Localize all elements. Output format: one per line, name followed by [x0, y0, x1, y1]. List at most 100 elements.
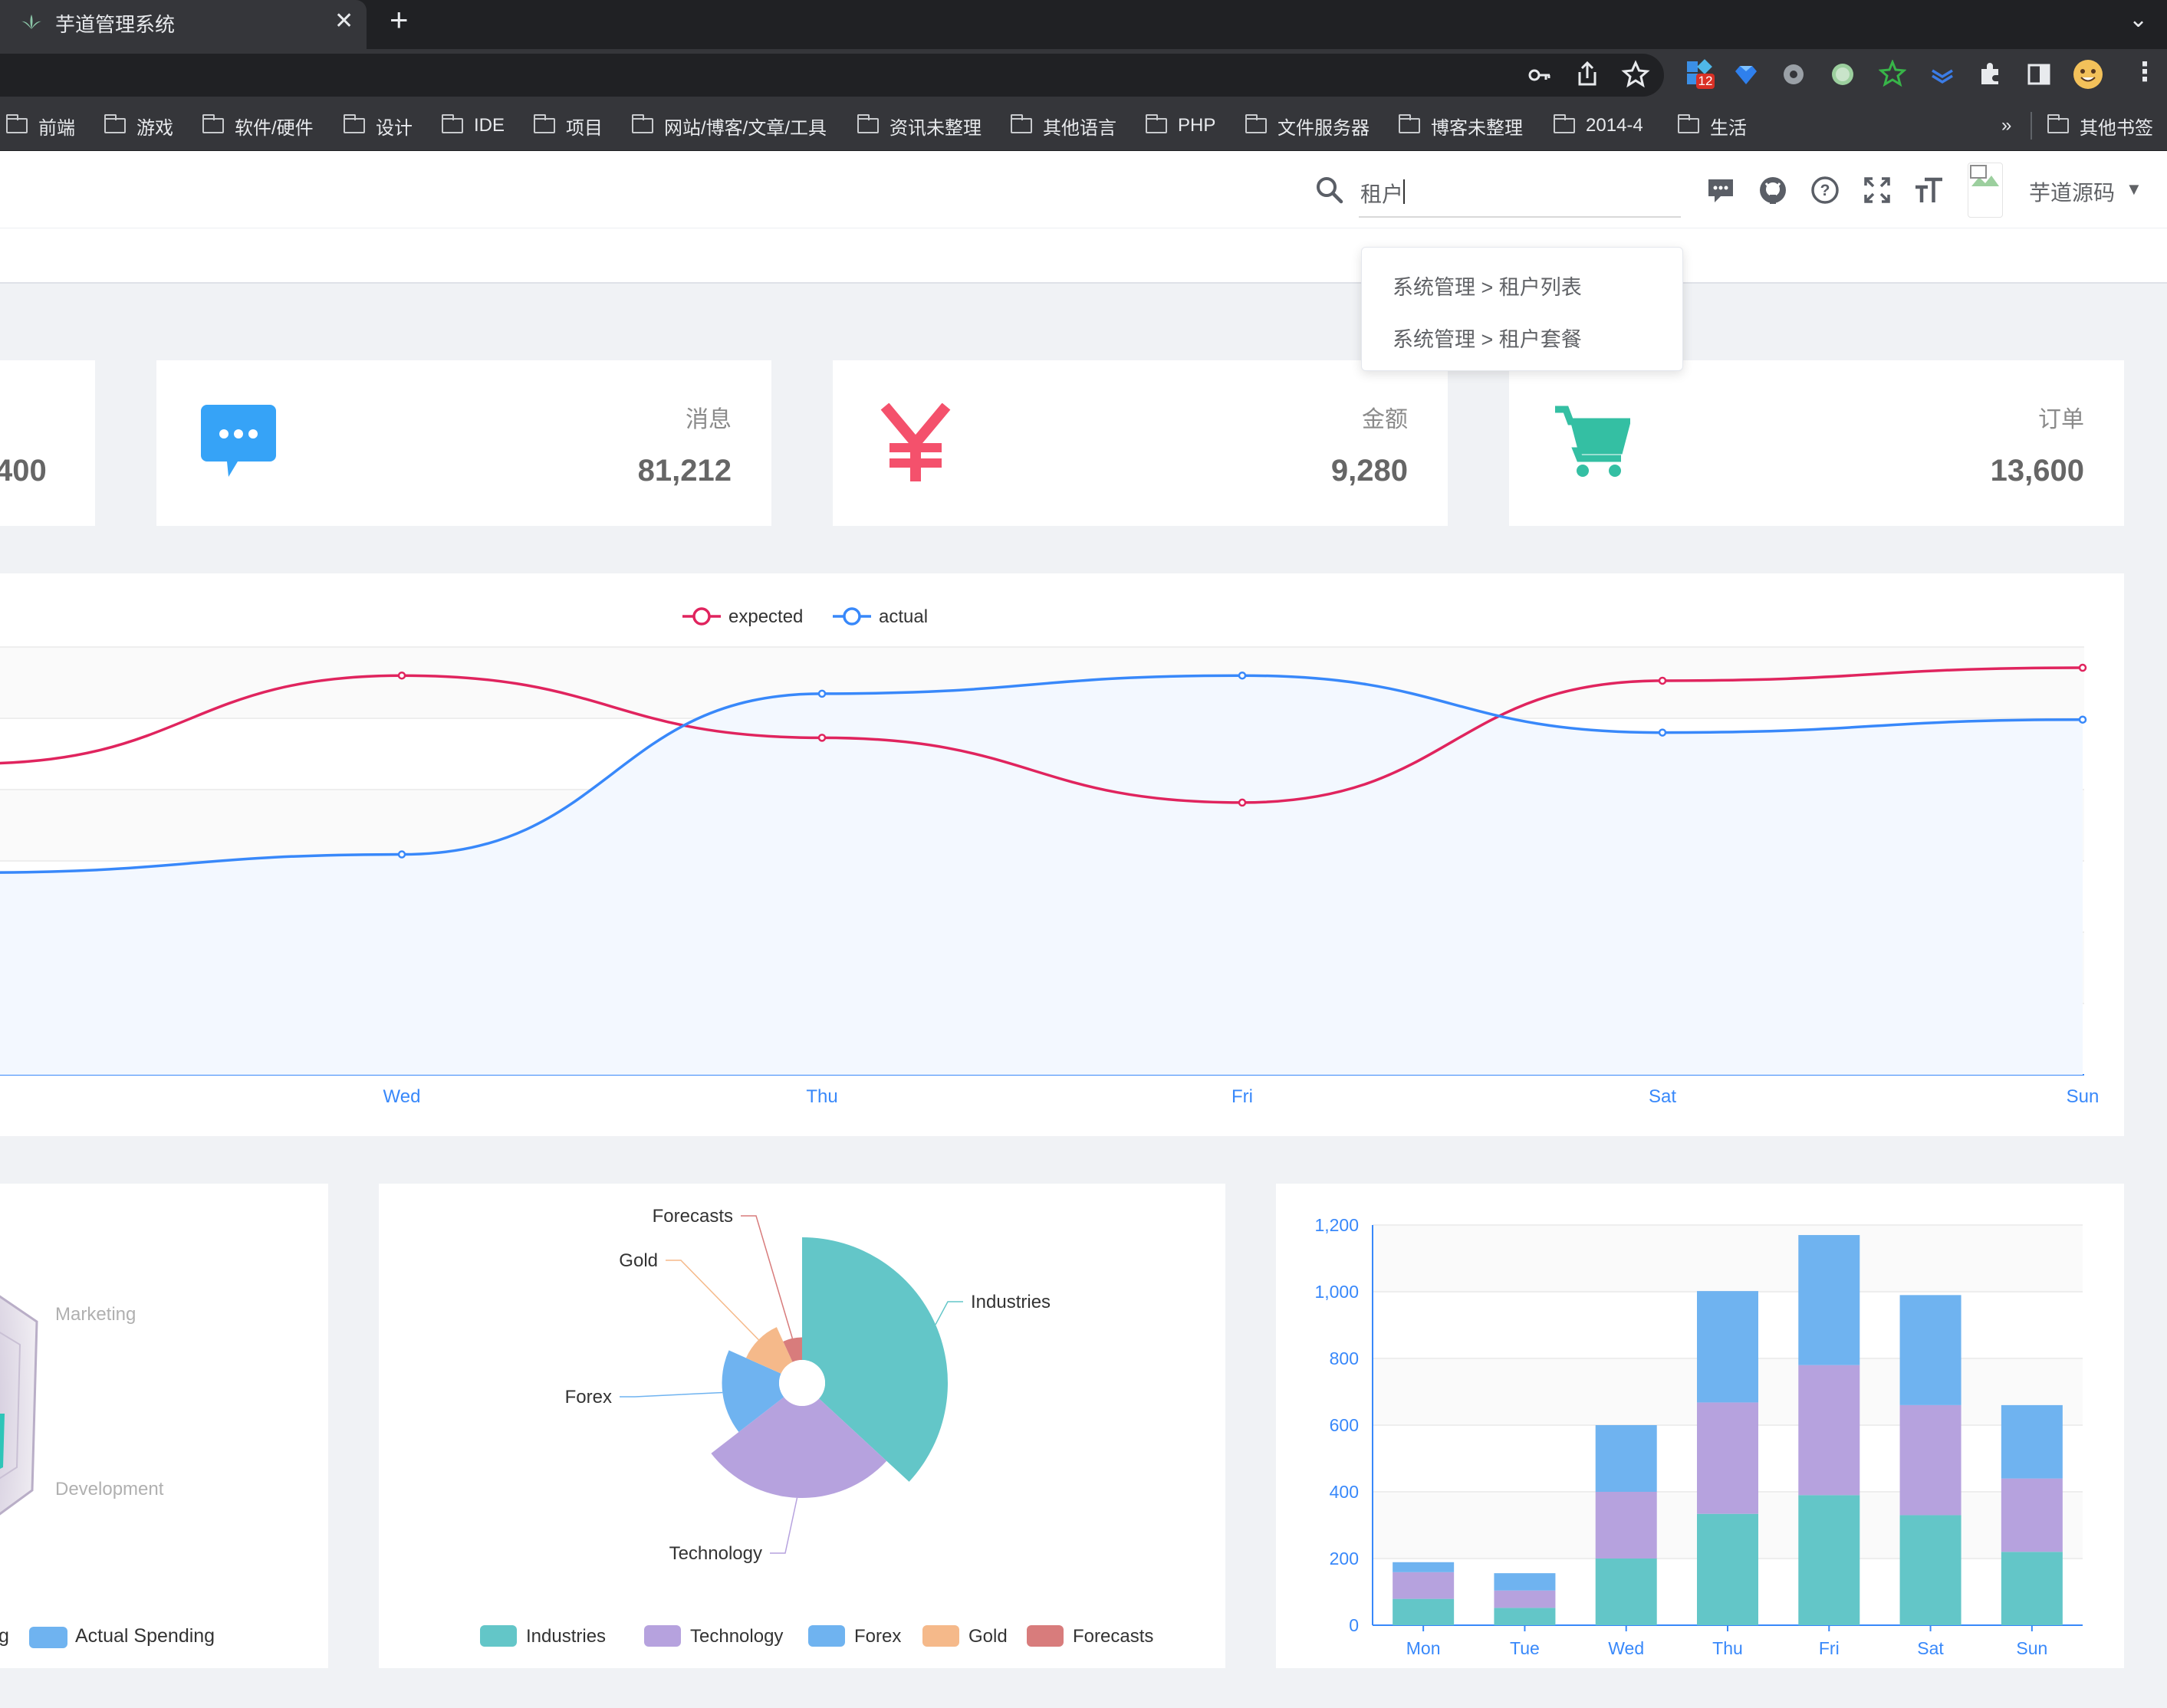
folder-icon: [1245, 114, 1267, 133]
search-suggestion-item[interactable]: 系统管理 > 租户列表: [1393, 276, 1582, 299]
other-bookmarks-folder[interactable]: 其他书签: [2047, 101, 2153, 150]
pie-label: Forecasts: [653, 1206, 733, 1227]
bar-segment: [1595, 1425, 1657, 1492]
extension-icon-badge[interactable]: 12: [1687, 59, 1715, 89]
bookmark-star-icon[interactable]: [1621, 60, 1650, 89]
omnibox[interactable]: [0, 54, 1664, 97]
pie-label-line: [770, 1497, 798, 1554]
x-tick-label: Wed: [1608, 1638, 1644, 1658]
stat-card-users[interactable]: 400: [0, 360, 95, 526]
search-icon[interactable]: [1314, 175, 1345, 205]
header-search-input[interactable]: 租户: [1359, 173, 1681, 218]
bookmark-folder[interactable]: 生活: [1677, 101, 1747, 150]
bookmark-folder[interactable]: PHP: [1145, 101, 1215, 150]
bar-segment: [1494, 1573, 1556, 1591]
puzzle-green-extension-icon[interactable]: [1879, 60, 1906, 87]
legend-swatch[interactable]: [29, 1627, 67, 1648]
vue-leaf-icon: [21, 15, 41, 29]
radar-legend-label[interactable]: Actual Spending: [75, 1625, 215, 1647]
radar-grid: [0, 1332, 21, 1480]
bookmark-folder[interactable]: 资讯未整理: [857, 101, 982, 150]
radar-indicator-label: Marketing: [55, 1304, 136, 1325]
line-chart-panel: Wed Thu Fri Sat Sun expected actual: [0, 573, 2124, 1136]
diamond-extension-icon[interactable]: [1733, 61, 1759, 87]
bookmark-folder[interactable]: 文件服务器: [1245, 101, 1370, 150]
font-size-icon[interactable]: [1914, 175, 1945, 205]
tab-search-chevron-icon[interactable]: ⌄: [2129, 7, 2149, 32]
broken-image-icon: [1970, 165, 1999, 186]
profile-avatar-icon[interactable]: [2072, 58, 2104, 90]
avatar[interactable]: [1968, 163, 2003, 218]
pie-label: Industries: [971, 1292, 1051, 1312]
fullscreen-icon[interactable]: [1862, 175, 1892, 205]
legend-swatch: [1027, 1625, 1064, 1647]
bookmark-folder[interactable]: 博客未整理: [1398, 101, 1523, 150]
x-tick-label: Thu: [1712, 1638, 1743, 1658]
pie-label-line: [935, 1301, 963, 1325]
y-tick-label: 1,000: [1314, 1282, 1359, 1302]
new-tab-button[interactable]: +: [390, 2, 409, 38]
radar-indicator-label: Development: [55, 1479, 164, 1499]
gear-extension-icon[interactable]: [1781, 61, 1807, 87]
message-icon[interactable]: [1705, 175, 1736, 205]
bookmark-folder[interactable]: 网站/博客/文章/工具: [631, 101, 827, 150]
bookmark-label: 其他书签: [2080, 117, 2153, 139]
close-tab-icon[interactable]: ✕: [334, 8, 354, 34]
bookmark-folder[interactable]: 设计: [343, 101, 413, 150]
data-point: [2078, 663, 2087, 672]
bookmark-folder[interactable]: IDE: [441, 101, 505, 150]
side-panel-icon[interactable]: [2026, 61, 2052, 87]
stat-card-messages[interactable]: 消息 81,212: [156, 360, 771, 526]
stat-card-orders[interactable]: 订单 13,600: [1509, 360, 2124, 526]
bookmark-folder[interactable]: 游戏: [104, 101, 173, 150]
bookmark-folder[interactable]: 前端: [5, 101, 75, 150]
legend-label: expected: [728, 606, 803, 627]
radar-legend-label[interactable]: g: [0, 1625, 9, 1647]
github-icon[interactable]: [1758, 175, 1788, 205]
share-icon[interactable]: [1573, 60, 1601, 89]
bar-segment: [1393, 1598, 1455, 1625]
circle-extension-icon[interactable]: [1830, 61, 1856, 87]
folder-icon: [1398, 114, 1420, 133]
pie-label: Technology: [669, 1543, 762, 1564]
legend-label: Forecasts: [1073, 1626, 1153, 1647]
extensions-puzzle-icon[interactable]: [1977, 60, 2004, 87]
bar-segment: [1494, 1608, 1556, 1625]
y-tick-label: 1,200: [1314, 1215, 1359, 1235]
bar-segment: [1899, 1515, 1961, 1625]
data-point: [817, 734, 827, 742]
browser-tab[interactable]: 芋道管理系统 ✕: [0, 0, 367, 49]
folder-icon: [631, 114, 653, 133]
bar-segment: [1798, 1235, 1860, 1365]
bookmark-folder[interactable]: 项目: [533, 101, 603, 150]
stat-title: 金额: [1362, 407, 1408, 432]
pie-label: Forex: [565, 1387, 612, 1407]
layers-extension-icon[interactable]: [1929, 61, 1955, 87]
stat-card-money[interactable]: 金额 9,280: [833, 360, 1448, 526]
pie-slice: [745, 1327, 793, 1374]
x-tick-label: Sat: [1917, 1638, 1944, 1658]
pie-label: Gold: [619, 1250, 658, 1271]
folder-icon: [1145, 114, 1167, 133]
bar-segment: [1798, 1495, 1860, 1625]
legend-swatch: [644, 1625, 681, 1647]
bookmark-folder[interactable]: 软件/硬件: [202, 101, 314, 150]
pie-slice: [722, 1350, 784, 1432]
bookmarks-more-button[interactable]: »: [2001, 101, 2011, 150]
series-line: [0, 674, 2083, 874]
x-tick-label: Fri: [1231, 1086, 1253, 1107]
key-icon[interactable]: [1526, 61, 1554, 89]
bookmark-folder[interactable]: 其他语言: [1010, 101, 1116, 150]
user-dropdown-caret-icon[interactable]: ▼: [2126, 179, 2142, 199]
x-tick-label: Sat: [1649, 1086, 1676, 1107]
shopping-icon: [1555, 406, 1630, 477]
bookmark-folder[interactable]: 2014-4: [1553, 101, 1643, 150]
bar-segment: [1393, 1572, 1455, 1599]
browser-menu-icon[interactable]: ⋮: [2132, 57, 2158, 87]
user-name[interactable]: 芋道源码: [2029, 181, 2116, 205]
search-suggestion-item[interactable]: 系统管理 > 租户套餐: [1393, 328, 1582, 351]
folder-icon: [104, 114, 126, 133]
help-icon[interactable]: ?: [1810, 175, 1840, 205]
bar-segment: [1494, 1590, 1556, 1608]
radar-chart: Marketing Development g Actual Spending: [0, 1295, 215, 1648]
